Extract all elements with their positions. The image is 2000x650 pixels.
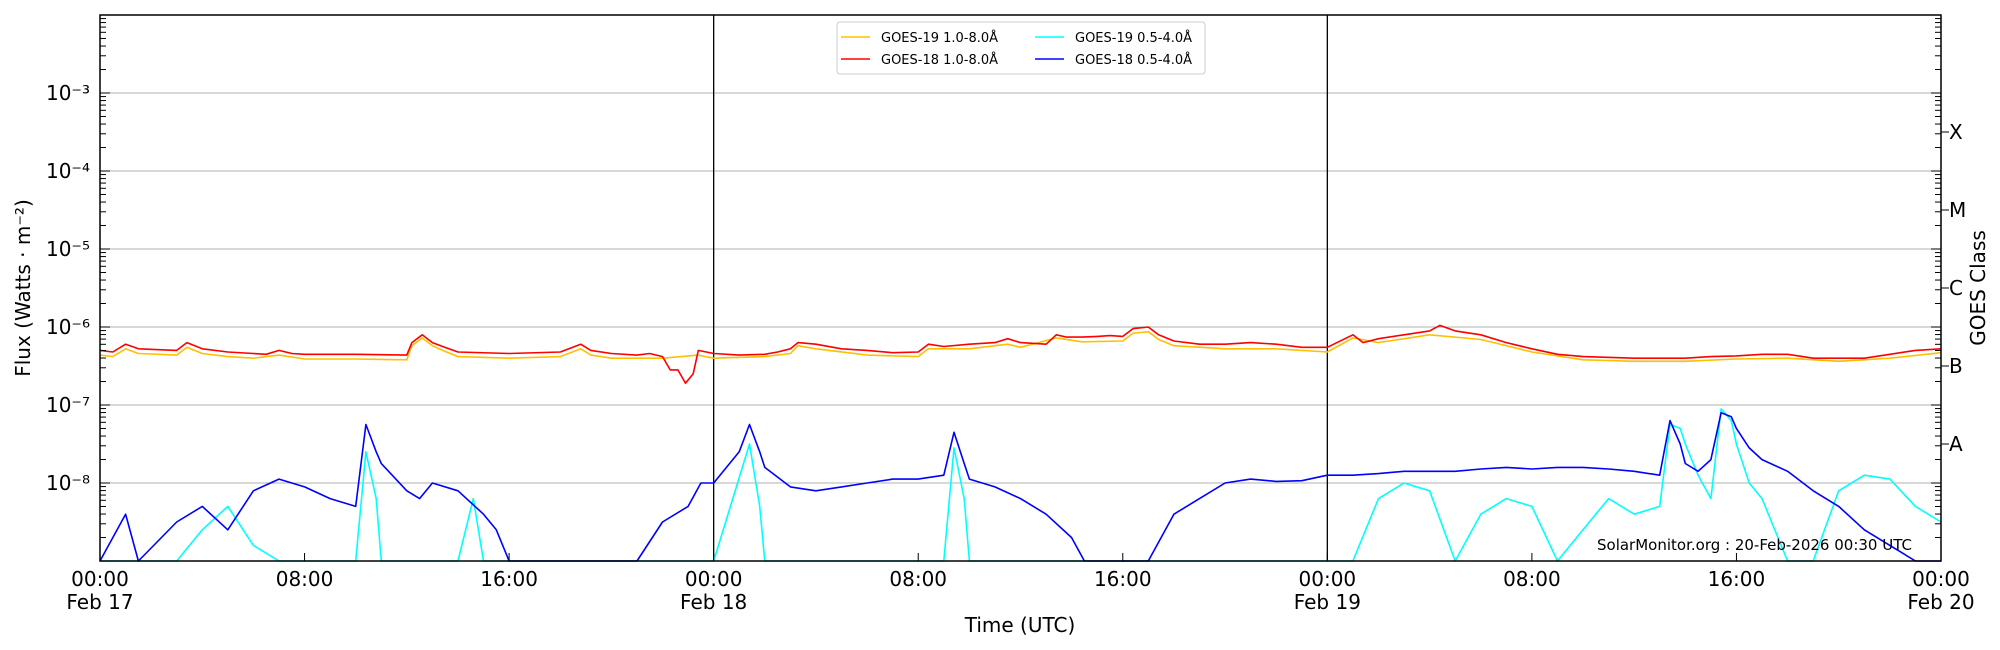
y-tick-label: 10⁻⁶ [46, 315, 90, 339]
y-tick-label: 10⁻⁴ [46, 159, 90, 183]
goes-class-axis: X M C B A [1931, 18, 1966, 562]
x-tick-time: 00:00 [1912, 567, 1970, 591]
goes-class-label: C [1949, 276, 1963, 300]
x-tick-time: 16:00 [480, 567, 538, 591]
goes-class-label: B [1949, 354, 1963, 378]
x-tick-date: Feb 20 [1907, 590, 1974, 614]
x-tick-time: 00:00 [71, 567, 129, 591]
legend-label-goes18-short: GOES-18 0.5-4.0Å [1075, 52, 1192, 68]
data-series [99, 324, 1942, 562]
x-tick-time: 16:00 [1094, 567, 1152, 591]
y-tick-label: 10⁻³ [46, 81, 90, 105]
legend-label-goes19-short: GOES-19 0.5-4.0Å [1075, 30, 1192, 46]
series-line [99, 324, 1942, 385]
x-axis-label: Time (UTC) [964, 613, 1076, 637]
legend-label-goes18-long: GOES-18 1.0-8.0Å [881, 52, 998, 68]
x-tick-date: Feb 18 [680, 590, 747, 614]
goes-class-label: M [1949, 198, 1966, 222]
y-axis-label: Flux (Watts · m⁻²) [11, 199, 35, 377]
legend: GOES-19 1.0-8.0Å GOES-18 1.0-8.0Å GOES-1… [836, 21, 1206, 75]
x-tick-time: 08:00 [889, 567, 947, 591]
y-tick-label: 10⁻⁸ [46, 471, 90, 495]
x-tick-time: 08:00 [1503, 567, 1561, 591]
goes-class-label: A [1949, 432, 1963, 456]
grid-lines [100, 15, 1941, 561]
y-tick-label: 10⁻⁷ [46, 393, 90, 417]
y-axis-ticks: 10⁻³ 10⁻⁴ 10⁻⁵ 10⁻⁶ 10⁻⁷ 10⁻⁸ [46, 18, 110, 562]
x-tick-time: 00:00 [685, 567, 743, 591]
x-tick-time: 00:00 [1299, 567, 1357, 591]
plot-frame [99, 14, 1942, 562]
x-tick-date: Feb 19 [1294, 590, 1361, 614]
x-tick-time: 16:00 [1708, 567, 1766, 591]
x-tick-date: Feb 17 [66, 590, 133, 614]
series-line [99, 411, 1941, 562]
legend-box [836, 21, 1206, 75]
legend-label-goes19-long: GOES-19 1.0-8.0Å [881, 30, 998, 46]
y-tick-label: 10⁻⁵ [46, 237, 90, 261]
series-line [99, 330, 1942, 363]
goes-class-label: X [1949, 120, 1963, 144]
right-axis-label: GOES Class [1966, 230, 1990, 346]
solarmonitor-timestamp: SolarMonitor.org : 20-Feb-2026 00:30 UTC [1597, 536, 1912, 554]
x-tick-time: 08:00 [276, 567, 334, 591]
